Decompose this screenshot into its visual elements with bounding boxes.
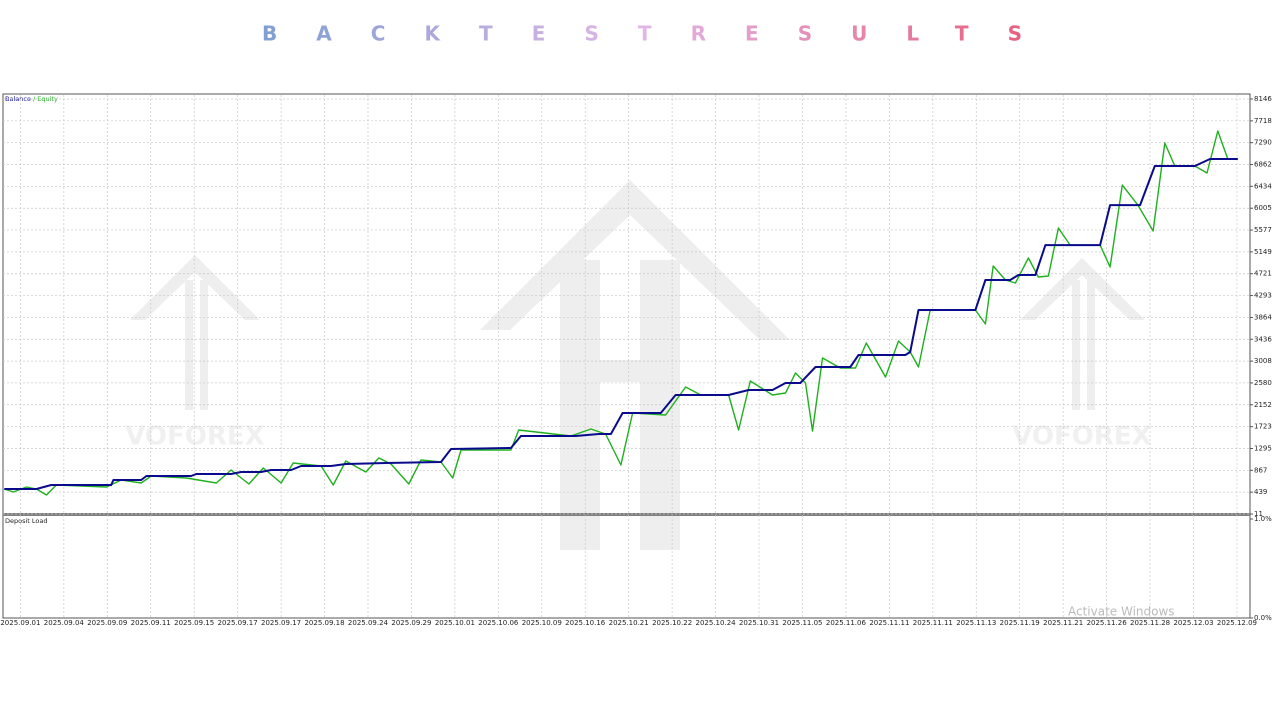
grid [3, 95, 1250, 618]
x-tick-label: 2025.11.11 [869, 619, 909, 627]
y-tick-label: 439 [1254, 488, 1267, 496]
y-tick-label: 11 [1254, 510, 1263, 518]
y-tick-label: 3864 [1254, 313, 1272, 321]
x-tick-label: 2025.11.13 [956, 619, 996, 627]
x-tick-label: 2025.09.24 [348, 619, 389, 627]
y-tick-label: 5149 [1254, 248, 1272, 256]
y-tick-label: 1723 [1254, 423, 1272, 431]
legend-entry: Balance [5, 95, 31, 103]
y-tick-label: 0.0% [1254, 614, 1272, 622]
y-tick-label: 1.0% [1254, 515, 1272, 523]
y-tick-label: 4293 [1254, 292, 1272, 300]
x-tick-label: 2025.09.09 [87, 619, 127, 627]
x-tick-label: 2025.09.18 [304, 619, 344, 627]
x-tick-label: 2025.11.06 [826, 619, 867, 627]
y-tick-label: 6862 [1254, 161, 1272, 169]
watermark-text: VOFOREX [125, 422, 264, 452]
chart-frame [2, 93, 1251, 619]
page-title: BACKTESTRESULTS [262, 22, 1022, 46]
x-tick-label: 2025.10.31 [739, 619, 779, 627]
x-tick-label: 2025.09.17 [218, 619, 258, 627]
x-tick-label: 2025.10.21 [609, 619, 649, 627]
y-tick-label: 867 [1254, 466, 1267, 474]
x-tick-label: 2025.09.11 [131, 619, 171, 627]
x-tick-label: 2025.11.26 [1087, 619, 1128, 627]
y-tick-label: 6005 [1254, 204, 1272, 212]
y-tick-label: 6434 [1254, 182, 1272, 190]
y-tick-label: 2580 [1254, 379, 1272, 387]
x-tick-label: 2025.11.19 [1000, 619, 1040, 627]
y-tick-label: 3008 [1254, 357, 1272, 365]
y-tick-label: 5577 [1254, 226, 1272, 234]
x-tick-label: 2025.11.11 [913, 619, 953, 627]
series-line [4, 158, 1238, 490]
x-tick-label: 2025.12.09 [1217, 619, 1257, 627]
x-tick-label: 2025.09.04 [44, 619, 85, 627]
x-tick-label: 2025.09.15 [174, 619, 214, 627]
y-tick-label: 7290 [1254, 139, 1272, 147]
y-tick-label: 1295 [1254, 444, 1272, 452]
x-tick-label: 2025.12.03 [1173, 619, 1213, 627]
x-tick-label: 2025.11.21 [1043, 619, 1083, 627]
x-tick-label: 2025.11.28 [1130, 619, 1170, 627]
panel-title: Deposit Load [5, 517, 48, 525]
x-tick-label: 2025.10.22 [652, 619, 692, 627]
y-tick-label: 4721 [1254, 270, 1272, 278]
os-overlay: Activate Windows [1068, 605, 1175, 619]
x-tick-label: 2025.10.01 [435, 619, 475, 627]
y-tick-label: 8146 [1254, 95, 1272, 103]
x-tick-label: 2025.10.24 [696, 619, 737, 627]
x-tick-label: 2025.10.16 [565, 619, 606, 627]
y-tick-label: 3436 [1254, 335, 1272, 343]
y-tick-label: 2152 [1254, 401, 1272, 409]
x-tick-label: 2025.09.01 [0, 619, 40, 627]
watermark-text: VOFOREX [1012, 422, 1151, 452]
y-tick-label: 7718 [1254, 117, 1272, 125]
x-tick-label: 2025.10.09 [522, 619, 562, 627]
x-tick-label: 2025.11.05 [782, 619, 822, 627]
x-tick-label: 2025.10.06 [478, 619, 519, 627]
panel-separator [3, 513, 1250, 516]
x-tick-label: 2025.09.17 [261, 619, 301, 627]
x-tick-label: 2025.09.29 [391, 619, 431, 627]
